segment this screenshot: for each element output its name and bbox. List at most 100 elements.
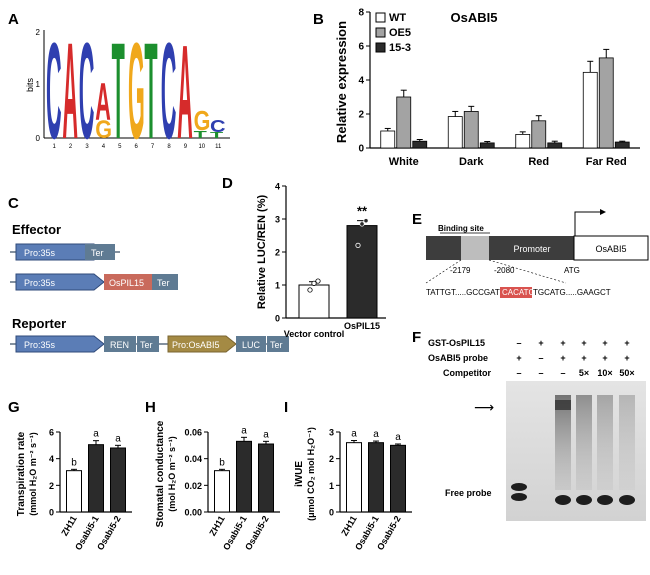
reporter-ter2-box: [267, 336, 289, 352]
h-chart-y-tick-label: 0.02: [184, 481, 202, 491]
panel-b-x-tick: White: [389, 156, 419, 168]
row-label-competitor: Competitor: [443, 368, 491, 378]
logo-y-tick-0: 0: [36, 134, 41, 143]
i-chart-significance-letter: a: [351, 429, 357, 440]
emsa-sign: 5×: [579, 368, 589, 378]
panel-d-y-tick-label: 1: [275, 281, 280, 291]
h-chart-significance-letter: b: [219, 457, 225, 468]
panel-b-bar: [412, 140, 428, 149]
logo-letter: A: [62, 14, 78, 168]
tss-arrow-line: [574, 211, 600, 236]
panel-b-y-tick-label: 4: [358, 76, 364, 87]
logo-x-tick: 7: [151, 144, 155, 150]
reporter-title: Reporter: [12, 316, 66, 331]
g-chart-bar: [66, 470, 82, 513]
panel-b-bar: [447, 116, 463, 149]
emsa-sign: +: [624, 338, 629, 348]
legend-swatch-wt: [375, 12, 386, 23]
ospil15-box: [104, 274, 152, 290]
logo-x-tick: 4: [102, 144, 106, 150]
osabi5-gene-box: [573, 235, 649, 261]
luc-label: LUC: [242, 340, 261, 350]
panel-a-label: A: [8, 11, 19, 28]
significance-marker: **: [357, 204, 368, 219]
panel-g-y-label-1: Transpiration rate: [16, 431, 27, 516]
effector2-ter-label: Ter: [157, 278, 170, 288]
logo-letter: C: [79, 14, 95, 168]
panel-b-bar: [547, 142, 563, 149]
g-chart-y-tick-label: 4: [49, 454, 54, 464]
free-probe-band: [597, 495, 613, 505]
panel-d-data-point: [355, 242, 361, 248]
panel-b-y-tick-label: 2: [358, 110, 364, 121]
legend-swatch-oe5: [375, 27, 386, 38]
zoom-line-left: [425, 259, 462, 284]
h-chart-bar: [258, 443, 274, 513]
row-label-gst: GST-OsPIL15: [428, 338, 485, 348]
logo-letter: C: [161, 14, 177, 168]
ren-label: REN: [110, 340, 129, 350]
panel-b-bar: [463, 111, 479, 149]
free-probe-band: [511, 483, 527, 491]
i-chart-y-tick-label: 0: [329, 508, 334, 518]
logo-letter: A: [95, 73, 111, 132]
logo-x-ticks: 1 2 3 4 5 6 7 8 9 10 11: [53, 144, 222, 150]
panel-d-y-tick-label: 2: [275, 248, 280, 258]
panel-e-label: E: [412, 211, 422, 228]
position-left-label: -2179: [450, 266, 471, 275]
panel-i-y-label-1: iWUE: [294, 461, 305, 487]
panel-e: E Binding site Promoter OsABI5 -2179 -20…: [412, 209, 649, 298]
h-chart-y-tick-label: 0.00: [184, 508, 202, 518]
effector1-promoter-label: Pro:35s: [24, 248, 56, 258]
g-chart-y-tick-label: 6: [49, 428, 54, 438]
promoter-label: Promoter: [513, 244, 550, 254]
motif-highlight: [500, 287, 532, 298]
emsa-sign: 50×: [619, 368, 634, 378]
shifted-band: [555, 400, 571, 410]
logo-letter: T: [210, 131, 223, 140]
panel-i-label: I: [284, 399, 288, 416]
logo-x-tick: 5: [118, 144, 122, 150]
emsa-sign: –: [516, 368, 521, 378]
reporter-promoter-label: Pro:35s: [24, 340, 56, 350]
effector1-ter-label: Ter: [91, 248, 104, 258]
panel-h: H Stomatal conductance (mol H₂O m⁻² s⁻¹)…: [145, 399, 280, 552]
g-chart-significance-letter: b: [71, 457, 77, 468]
panel-b-title: OsABI5: [451, 10, 498, 25]
panel-b-bar: [582, 71, 598, 149]
h-chart-y-tick-label: 0.04: [184, 454, 202, 464]
panel-b-bar: [396, 96, 412, 149]
i-chart-significance-letter: a: [395, 432, 401, 443]
panel-f: F GST-OsPIL15 OsABI5 probe Competitor – +…: [412, 329, 646, 521]
emsa-sign: +: [581, 338, 586, 348]
emsa-sign: +: [516, 353, 521, 363]
logo-x-tick: 6: [135, 144, 139, 150]
logo-y-tick-1: 1: [36, 80, 41, 89]
logo-letter: G: [95, 116, 112, 144]
reporter-ter1-label: Ter: [140, 340, 153, 350]
emsa-sign: 10×: [597, 368, 612, 378]
osabi5-promoter-arrow: [167, 335, 237, 353]
i-chart-y-tick-label: 1: [329, 481, 334, 491]
g-chart-bar: [110, 447, 126, 513]
logo-letter: T: [144, 14, 157, 168]
effector-title: Effector: [12, 222, 61, 237]
emsa-sign: –: [538, 368, 543, 378]
emsa-sign: –: [538, 353, 543, 363]
g-chart-significance-letter: a: [115, 433, 121, 444]
i-chart-bar: [346, 442, 362, 513]
free-probe-band: [576, 495, 592, 505]
panel-b-y-tick-label: 0: [358, 144, 364, 155]
shift-band-arrow: ⟶: [474, 399, 494, 415]
logo-x-tick: 10: [198, 144, 205, 150]
panel-d-data-point: [311, 280, 317, 286]
reporter-ter2-label: Ter: [270, 340, 283, 350]
panel-b-y-tick-label: 8: [358, 8, 364, 19]
legend-label-oe5: OE5: [389, 27, 411, 39]
panel-g-y-label-2: (mmol H₂O m⁻² s⁻¹): [28, 432, 38, 516]
osabi5-gene-label: OsABI5: [595, 244, 626, 254]
panel-b-x-tick: Dark: [459, 156, 484, 168]
panel-d-y-tick-label: 3: [275, 215, 280, 225]
panel-b-bar: [598, 57, 614, 149]
sequence-motif: CACATG: [502, 288, 535, 297]
